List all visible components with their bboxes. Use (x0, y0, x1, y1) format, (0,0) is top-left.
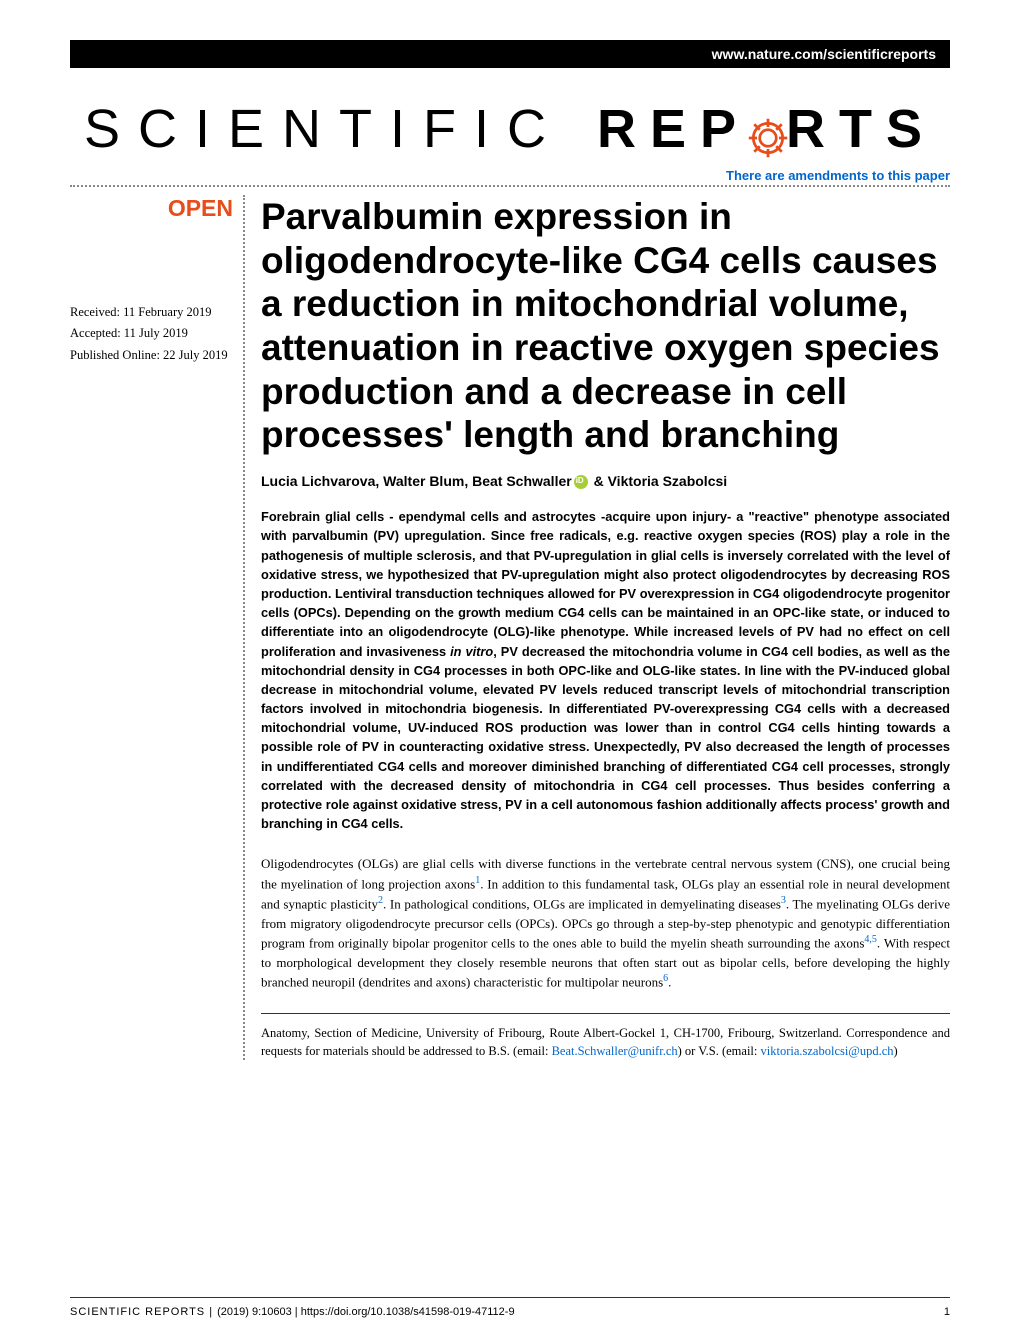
footer-journal: SCIENTIFIC REPORTS (70, 1306, 205, 1318)
body-paragraph: Oligodendrocytes (OLGs) are glial cells … (261, 855, 950, 992)
footer-sep: | (205, 1306, 217, 1318)
date-received: Received: 11 February 2019 (70, 302, 233, 323)
vertical-dotted-border (243, 195, 245, 1060)
header-url[interactable]: www.nature.com/scientificreports (712, 46, 936, 62)
date-accepted: Accepted: 11 July 2019 (70, 323, 233, 344)
abstract-part2: , PV decreased the mitochondria volume i… (261, 644, 950, 832)
affil-text2: ) or V.S. (email: (678, 1044, 761, 1058)
email-link-1[interactable]: Beat.Schwaller@unifr.ch (552, 1044, 678, 1058)
article-title: Parvalbumin expression in oligodendrocyt… (261, 195, 950, 457)
left-column: OPEN Received: 11 February 2019 Accepted… (70, 195, 245, 1060)
journal-name-rep: REP (597, 99, 750, 159)
abstract: Forebrain glial cells - ependymal cells … (261, 507, 950, 833)
journal-name-scientific: SCIENTIFIC (84, 99, 597, 159)
page-footer: SCIENTIFIC REPORTS | (2019) 9:10603 | ht… (70, 1297, 950, 1318)
ref-45[interactable]: 4,5 (864, 934, 877, 945)
header-url-bar: www.nature.com/scientificreports (70, 40, 950, 68)
body-s6: . (668, 975, 671, 990)
orcid-icon[interactable] (574, 475, 588, 489)
author-list: Lucia Lichvarova, Walter Blum, Beat Schw… (261, 473, 950, 489)
page-number: 1 (944, 1306, 950, 1318)
footer-citation: SCIENTIFIC REPORTS | (2019) 9:10603 | ht… (70, 1306, 515, 1318)
date-published: Published Online: 22 July 2019 (70, 345, 233, 366)
journal-name-rts: RTS (786, 99, 936, 159)
main-content-grid: OPEN Received: 11 February 2019 Accepted… (70, 195, 950, 1060)
authors-group-1: Lucia Lichvarova, Walter Blum, Beat Schw… (261, 473, 572, 489)
body-s3: . In pathological conditions, OLGs are i… (383, 897, 781, 912)
dotted-divider (70, 185, 950, 187)
article-dates: Received: 11 February 2019 Accepted: 11 … (70, 302, 245, 366)
abstract-part1: Forebrain glial cells - ependymal cells … (261, 509, 950, 658)
affiliation-divider (261, 1013, 950, 1014)
abstract-italic: in vitro (450, 644, 493, 659)
footer-citation-text: (2019) 9:10603 | https://doi.org/10.1038… (217, 1306, 514, 1318)
amendments-link[interactable]: There are amendments to this paper (70, 168, 950, 183)
gear-icon (746, 111, 790, 155)
affiliation: Anatomy, Section of Medicine, University… (261, 1024, 950, 1060)
authors-group-2: & Viktoria Szabolcsi (590, 473, 727, 489)
email-link-2[interactable]: viktoria.szabolcsi@upd.ch (761, 1044, 894, 1058)
journal-logo: SCIENTIFIC REP RTS (70, 98, 950, 160)
affil-text3: ) (894, 1044, 898, 1058)
right-column: Parvalbumin expression in oligodendrocyt… (255, 195, 950, 1060)
open-access-badge: OPEN (70, 195, 245, 222)
